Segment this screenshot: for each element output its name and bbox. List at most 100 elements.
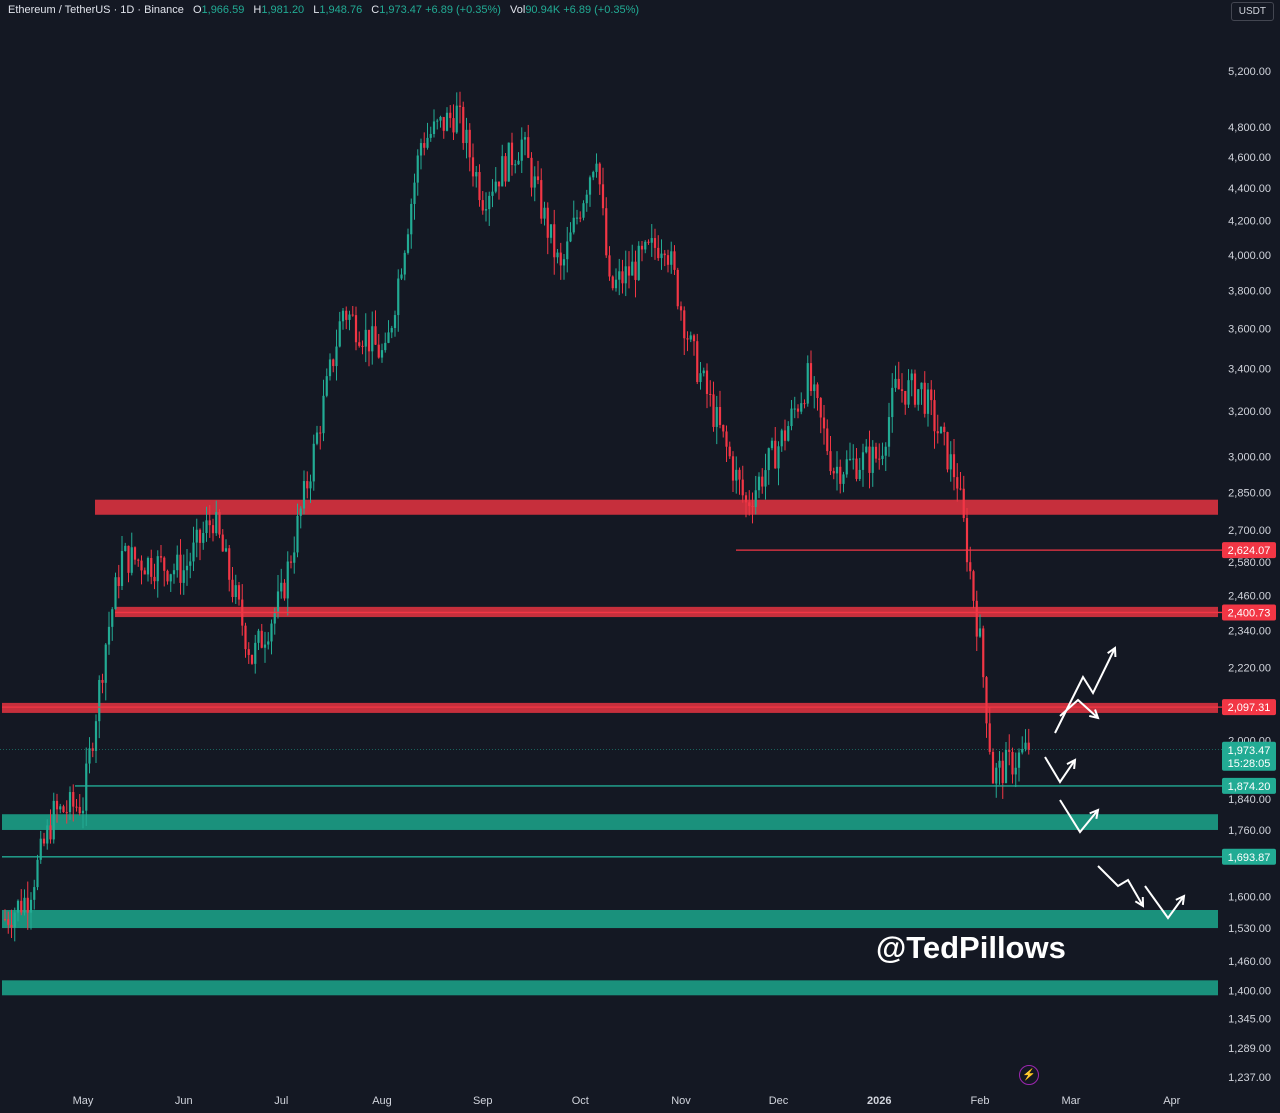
candle-body — [1024, 742, 1027, 749]
candle-body — [85, 763, 88, 811]
candle-body — [533, 176, 536, 188]
candle-body — [536, 176, 540, 181]
candle-body — [46, 825, 49, 844]
candle-body — [315, 432, 319, 444]
currency-button[interactable]: USDT — [1230, 2, 1274, 21]
support-zone — [2, 909, 1218, 929]
x-tick-label: Jun — [175, 1095, 193, 1107]
candle-body — [192, 542, 195, 562]
candle-body — [406, 234, 410, 253]
y-tick-label: 4,800.00 — [1228, 122, 1271, 134]
support-zone — [2, 980, 1218, 996]
candle-body — [465, 129, 468, 144]
candle-body — [715, 407, 718, 427]
projection-arrow — [1097, 865, 1144, 907]
candle-body — [475, 172, 478, 177]
candle-body — [10, 924, 13, 928]
candle-body — [627, 266, 631, 276]
projection-arrow — [1144, 885, 1185, 920]
x-tick-label: Nov — [671, 1095, 691, 1107]
candle-body — [702, 370, 705, 374]
candle-body — [471, 157, 475, 177]
candle-body — [3, 918, 7, 920]
countdown-label: 15:28:05 — [1228, 758, 1271, 770]
candle-body — [748, 502, 751, 507]
candle-body — [140, 560, 143, 571]
y-tick-label: 1,460.00 — [1228, 956, 1271, 968]
candle-body — [345, 310, 348, 320]
candle-body — [660, 253, 663, 259]
candle-body — [224, 548, 228, 552]
candle-body — [527, 137, 530, 158]
y-tick-label: 2,850.00 — [1228, 487, 1271, 499]
candle-body — [601, 184, 605, 209]
candle-body — [829, 451, 832, 472]
candle-body — [501, 156, 504, 187]
y-tick-label: 2,700.00 — [1228, 525, 1271, 537]
candle-body — [133, 547, 137, 560]
candle-body — [348, 314, 351, 320]
candle-body — [780, 430, 783, 447]
candle-body — [673, 251, 676, 270]
candle-body — [260, 630, 263, 648]
candle-body — [49, 825, 52, 840]
candle-body — [416, 155, 419, 183]
candle-body — [744, 495, 748, 503]
candle-body — [998, 760, 1001, 768]
candle-body — [452, 118, 455, 133]
symbol-title[interactable]: Ethereum / TetherUS · 1D · Binance — [8, 4, 184, 16]
price-level-label: 1,874.20 — [1228, 781, 1271, 793]
candle-body — [26, 897, 29, 913]
candle-body — [172, 570, 176, 575]
candle-body — [582, 203, 585, 218]
candle-body — [598, 163, 601, 185]
x-tick-label: Mar — [1062, 1095, 1081, 1107]
candle-body — [842, 474, 845, 484]
y-tick-label: 3,400.00 — [1228, 364, 1271, 376]
y-tick-label: 2,580.00 — [1228, 557, 1271, 569]
candle-body — [754, 490, 757, 507]
candle-body — [813, 384, 816, 392]
candle-body — [790, 408, 793, 427]
candle-body — [94, 721, 98, 751]
lightning-icon[interactable]: ⚡ — [1019, 1065, 1039, 1085]
candle-body — [566, 241, 569, 260]
x-tick-label: Jul — [274, 1095, 288, 1107]
candle-body — [403, 252, 406, 275]
candle-body — [319, 432, 322, 434]
candle-body — [588, 177, 592, 195]
candle-body — [195, 529, 198, 543]
candle-body — [328, 359, 332, 377]
candle-body — [293, 552, 296, 563]
arrowhead-icon — [1089, 808, 1100, 820]
candle-body — [384, 342, 387, 351]
candle-body — [621, 271, 624, 284]
candle-body — [1027, 742, 1030, 750]
arrowhead-icon — [1107, 646, 1117, 658]
candle-body — [852, 458, 855, 460]
open-value: 1,966.59 — [201, 4, 245, 16]
candle-body — [982, 628, 985, 678]
candle-body — [605, 208, 608, 256]
candle-body — [1001, 760, 1004, 784]
resistance-zone — [95, 499, 1218, 515]
candle-body — [907, 380, 910, 405]
price-level-label: 2,097.31 — [1228, 702, 1271, 714]
candle-body — [696, 341, 699, 383]
price-level-tag — [1222, 604, 1276, 621]
open-label: O — [192, 4, 202, 16]
candle-body — [530, 157, 533, 188]
candle-body — [397, 278, 400, 316]
close-value: 1,973.47 — [379, 4, 423, 16]
y-tick-label: 4,600.00 — [1228, 152, 1271, 164]
candle-body — [276, 591, 280, 612]
candle-body — [143, 570, 146, 575]
candle-body — [520, 139, 523, 161]
candle-body — [692, 335, 696, 342]
candle-body — [514, 164, 517, 166]
candle-body — [562, 259, 566, 266]
candle-body — [387, 332, 390, 343]
candle-body — [917, 389, 920, 405]
